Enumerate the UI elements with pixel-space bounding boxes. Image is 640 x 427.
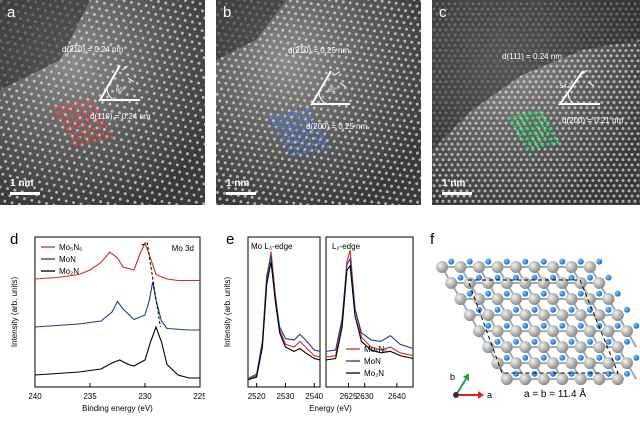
atom-columns bbox=[216, 0, 421, 205]
dark-region bbox=[432, 0, 640, 150]
scale-bar bbox=[226, 192, 256, 195]
panel-label-c: c bbox=[439, 4, 447, 21]
atom-columns bbox=[0, 0, 205, 205]
x-tick-label: 2625 bbox=[340, 392, 358, 401]
legend-label: Mo₂N bbox=[364, 369, 384, 378]
legend-label: Mo₅N₆ bbox=[59, 243, 82, 252]
lattice-image-c bbox=[432, 0, 640, 205]
xps-chart: 240 235 230 225 Binding energy (eV) Intensity… bbox=[10, 236, 205, 413]
series-line-right bbox=[325, 264, 414, 361]
crystal-structure: a b a = b = 11.4 Å bbox=[436, 258, 640, 400]
series-line bbox=[34, 241, 200, 282]
axis-label-b: b bbox=[450, 372, 455, 382]
stem-image-c: c d(111) = 0.24 nm d(200) = 0.21 nm 54.7… bbox=[432, 0, 640, 205]
legend-label: MoN bbox=[59, 255, 76, 264]
x-tick-label: 2540 bbox=[305, 392, 323, 401]
d-spacing-label-2: d(200) = 0.21 nm bbox=[562, 116, 624, 125]
x-tick-label: 225 bbox=[193, 392, 205, 401]
scale-bar bbox=[442, 192, 472, 195]
d-spacing-label-1: d(2̅1̅0) = 0.25 nm bbox=[288, 46, 350, 55]
highlighted-lattice bbox=[269, 109, 330, 156]
d-spacing-label-2: d(110) = 0.24 nm bbox=[90, 112, 151, 121]
unit-cell bbox=[467, 279, 619, 374]
series-line-right bbox=[325, 256, 414, 352]
edge-label-left: Mo L₃-edge bbox=[251, 242, 293, 251]
x-tick-label: 2630 bbox=[356, 392, 374, 401]
lattice-image-a bbox=[0, 0, 205, 205]
scale-bar bbox=[10, 192, 40, 195]
stem-image-b: b d(2̅1̅0) = 0.25 nm d(200) = 0.25 nm 60… bbox=[216, 0, 421, 205]
stem-image-a: a d(2̅1̅0) = 0.24 nm d(110) = 0.24 nm 60… bbox=[0, 0, 205, 205]
x-tick-label: 240 bbox=[28, 392, 42, 401]
series-line bbox=[34, 325, 200, 379]
edge-label-right: L₂-edge bbox=[332, 242, 361, 251]
dark-region bbox=[0, 0, 90, 90]
legend-label: Mo₅N₆ bbox=[364, 345, 387, 354]
scale-bar-label: 1 nm bbox=[226, 178, 250, 189]
x-tick-label: 235 bbox=[83, 392, 97, 401]
series-line-left bbox=[247, 255, 321, 379]
series-line bbox=[34, 281, 200, 331]
y-axis-label: Intensity (arb. units) bbox=[223, 277, 232, 348]
angle-label: 54.7° bbox=[560, 84, 575, 90]
dark-region bbox=[216, 0, 286, 60]
axis-indicator bbox=[453, 373, 484, 399]
plot-frame bbox=[34, 236, 201, 388]
panel-label-e: e bbox=[226, 231, 235, 248]
angle-marker bbox=[98, 64, 140, 101]
x-tick-label: 2530 bbox=[277, 392, 295, 401]
x-axis-label: Energy (eV) bbox=[309, 404, 352, 413]
scale-bar-label: 1 nm bbox=[442, 178, 466, 189]
panel-label-b: b bbox=[223, 4, 232, 21]
series-line-left bbox=[247, 261, 321, 381]
plot-frame-left bbox=[247, 236, 321, 388]
axis-label-a: a bbox=[487, 390, 492, 400]
scale-bar-label: 1 nm bbox=[10, 178, 34, 189]
d-spacing-label-1: d(111) = 0.24 nm bbox=[502, 52, 562, 61]
x-tick-label: 2520 bbox=[248, 392, 266, 401]
x-tick-label: 2640 bbox=[388, 392, 406, 401]
angle-label: 60° bbox=[116, 88, 126, 94]
highlighted-lattice bbox=[53, 99, 114, 146]
d-spacing-label-2: d(200) = 0.25 nm bbox=[306, 122, 368, 131]
d-spacing-label-1: d(2̅1̅0) = 0.24 nm bbox=[62, 45, 124, 54]
peak-shift-guide bbox=[141, 242, 161, 328]
panel-label-f: f bbox=[430, 231, 435, 248]
plot-frame-right bbox=[325, 236, 414, 388]
y-axis-label: Intensity (arb. units) bbox=[10, 277, 19, 348]
legend-label: MoN bbox=[364, 357, 381, 366]
x-axis-label: Binding energy (eV) bbox=[82, 404, 153, 413]
angle-label: 60° bbox=[328, 88, 338, 94]
legend-label: Mo₂N bbox=[59, 267, 79, 276]
panel-label-d: d bbox=[10, 231, 19, 248]
angle-marker bbox=[310, 70, 350, 105]
x-tick-label: 230 bbox=[138, 392, 152, 401]
highlighted-lattice bbox=[508, 110, 559, 150]
edge-annotation: Mo 3d bbox=[172, 244, 194, 253]
panel-label-a: a bbox=[7, 4, 16, 21]
lattice-parameter-caption: a = b = 11.4 Å bbox=[524, 387, 586, 400]
angle-marker bbox=[558, 69, 600, 105]
lattice-image-b bbox=[216, 0, 421, 205]
